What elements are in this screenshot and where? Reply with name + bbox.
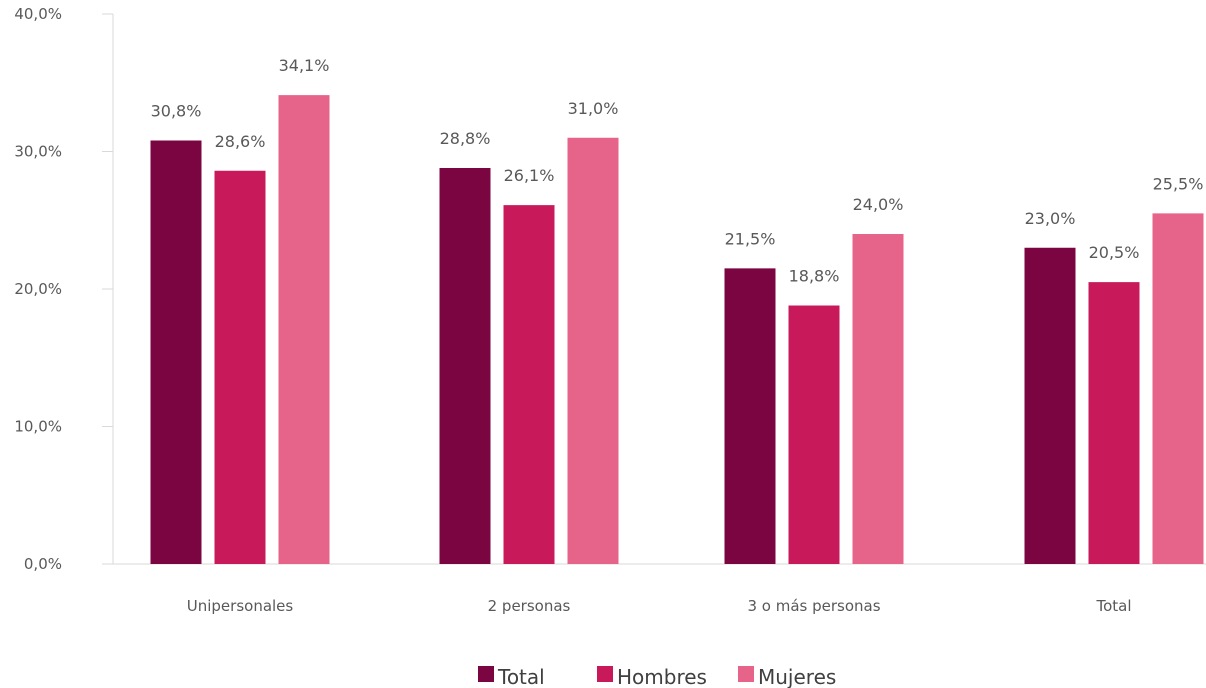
bar — [278, 95, 330, 564]
bar — [439, 168, 491, 564]
bar — [1088, 282, 1140, 564]
legend-label: Mujeres — [758, 665, 836, 688]
legend-label: Hombres — [617, 665, 707, 688]
data-label: 30,8% — [151, 102, 202, 121]
y-tick-label: 0,0% — [24, 555, 62, 573]
bar — [503, 205, 555, 564]
y-tick-label: 40,0% — [14, 5, 62, 23]
data-label: 18,8% — [789, 267, 840, 286]
bar — [1152, 213, 1204, 564]
bar — [214, 170, 266, 564]
data-label: 28,8% — [440, 129, 491, 148]
data-label: 28,6% — [215, 132, 266, 151]
y-tick-label: 10,0% — [14, 418, 62, 436]
bar — [150, 140, 202, 564]
data-label: 24,0% — [853, 195, 904, 214]
category-label: 2 personas — [488, 597, 571, 615]
legend-label: Total — [497, 665, 545, 688]
data-label: 25,5% — [1153, 174, 1204, 193]
bar — [724, 268, 776, 564]
category-label: 3 o más personas — [747, 597, 880, 615]
bars — [150, 95, 1204, 564]
y-tick-label: 20,0% — [14, 280, 62, 298]
bar — [852, 234, 904, 564]
category-label: Total — [1095, 597, 1131, 615]
data-label: 23,0% — [1025, 209, 1076, 228]
data-label: 20,5% — [1089, 243, 1140, 262]
legend-swatch — [738, 666, 754, 682]
category-labels: Unipersonales 2 personas 3 o más personas T… — [187, 597, 1132, 615]
data-label: 26,1% — [504, 166, 555, 185]
data-label: 34,1% — [279, 56, 330, 75]
legend-swatch — [597, 666, 613, 682]
y-axis-ticks: 0,0% 10,0% 20,0% 30,0% 40,0% — [14, 5, 113, 573]
legend: Total Hombres Mujeres — [478, 665, 836, 688]
bar — [567, 137, 619, 564]
bar — [788, 305, 840, 564]
data-label: 21,5% — [725, 229, 776, 248]
y-tick-label: 30,0% — [14, 143, 62, 161]
data-labels: 30,8% 28,6% 34,1% 28,8% 26,1% 31,0% 21,5% 18,8%… — [151, 56, 1204, 285]
category-label: Unipersonales — [187, 597, 294, 615]
bar — [1024, 247, 1076, 564]
data-label: 31,0% — [568, 99, 619, 118]
legend-swatch — [478, 666, 494, 682]
